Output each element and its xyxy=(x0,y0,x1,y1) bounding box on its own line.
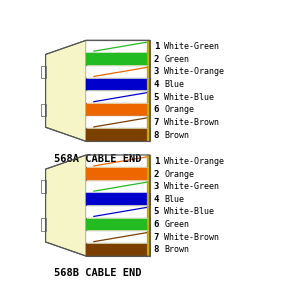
Text: White-Blue: White-Blue xyxy=(164,207,214,216)
Bar xyxy=(147,53,150,65)
Bar xyxy=(86,40,150,142)
Text: White-Green: White-Green xyxy=(164,182,219,191)
Bar xyxy=(147,181,150,193)
Text: 2: 2 xyxy=(154,170,159,179)
Text: Green: Green xyxy=(164,220,189,229)
Polygon shape xyxy=(41,66,46,78)
Text: White-Green: White-Green xyxy=(164,42,219,51)
Bar xyxy=(86,156,150,167)
Text: 6: 6 xyxy=(154,220,159,229)
Bar xyxy=(86,104,150,116)
Bar xyxy=(86,168,150,180)
Polygon shape xyxy=(46,155,86,256)
Text: White-Blue: White-Blue xyxy=(164,93,214,102)
Text: 1: 1 xyxy=(154,42,159,51)
Bar xyxy=(86,66,150,78)
Polygon shape xyxy=(41,218,46,231)
Bar xyxy=(86,193,150,205)
Bar xyxy=(147,104,150,116)
Text: 8: 8 xyxy=(154,131,159,139)
Bar xyxy=(86,79,150,91)
Text: 2: 2 xyxy=(154,55,159,64)
Text: 5: 5 xyxy=(154,93,159,102)
Bar xyxy=(147,117,150,128)
Bar xyxy=(86,91,150,103)
Text: 568B CABLE END: 568B CABLE END xyxy=(54,268,141,278)
Bar xyxy=(86,53,150,65)
Bar xyxy=(86,155,150,256)
Text: Brown: Brown xyxy=(164,131,189,139)
Polygon shape xyxy=(41,104,46,116)
Text: 8: 8 xyxy=(154,245,159,254)
Bar xyxy=(86,129,150,141)
Text: Blue: Blue xyxy=(164,80,184,89)
Text: 4: 4 xyxy=(154,195,159,204)
Text: 6: 6 xyxy=(154,105,159,114)
Text: Blue: Blue xyxy=(164,195,184,204)
Text: 3: 3 xyxy=(154,67,159,76)
Text: White-Orange: White-Orange xyxy=(164,67,224,76)
Text: Orange: Orange xyxy=(164,170,194,179)
Text: 568A CABLE END: 568A CABLE END xyxy=(54,153,141,164)
Bar xyxy=(147,66,150,78)
Bar xyxy=(147,129,150,141)
Polygon shape xyxy=(46,40,86,142)
Bar xyxy=(147,231,150,243)
Text: 5: 5 xyxy=(154,207,159,216)
Text: 7: 7 xyxy=(154,118,159,127)
Bar xyxy=(147,91,150,103)
Text: Brown: Brown xyxy=(164,245,189,254)
Bar xyxy=(86,41,150,53)
Bar xyxy=(147,168,150,180)
Text: 1: 1 xyxy=(154,157,159,166)
Text: Green: Green xyxy=(164,55,189,64)
Bar xyxy=(147,244,150,256)
Text: White-Brown: White-Brown xyxy=(164,118,219,127)
Text: White-Orange: White-Orange xyxy=(164,157,224,166)
Bar xyxy=(86,117,150,128)
Bar xyxy=(86,206,150,218)
Text: Orange: Orange xyxy=(164,105,194,114)
Bar xyxy=(147,79,150,91)
Text: 4: 4 xyxy=(154,80,159,89)
Bar xyxy=(86,181,150,193)
Polygon shape xyxy=(41,180,46,193)
Bar xyxy=(86,244,150,256)
Bar xyxy=(86,231,150,243)
Bar xyxy=(147,156,150,167)
Text: 3: 3 xyxy=(154,182,159,191)
Bar xyxy=(86,218,150,230)
Bar xyxy=(147,218,150,230)
Text: 7: 7 xyxy=(154,233,159,242)
Text: White-Brown: White-Brown xyxy=(164,233,219,242)
Bar xyxy=(147,206,150,218)
Bar xyxy=(147,41,150,53)
Bar xyxy=(147,193,150,205)
